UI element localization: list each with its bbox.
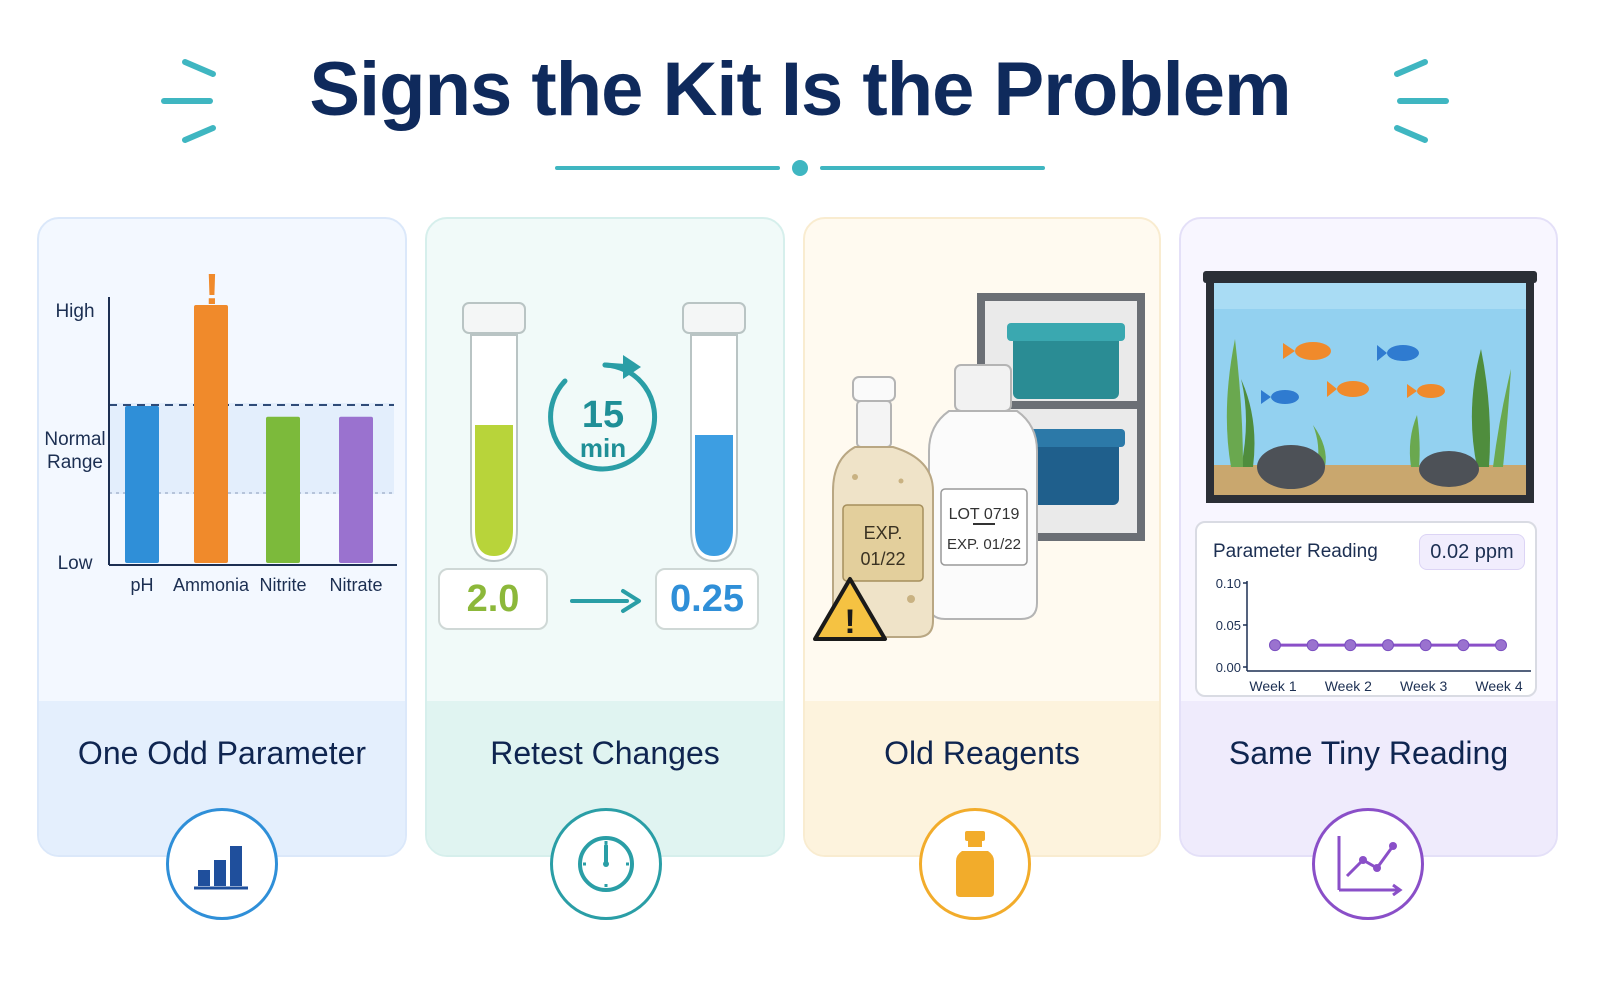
fish-icon (1377, 345, 1419, 361)
bottle-icon (919, 808, 1031, 920)
trend-line-icon (1312, 808, 1424, 920)
page-title: Signs the Kit Is the Problem (309, 47, 1291, 132)
first-reading: 2.0 (438, 568, 548, 630)
title-divider (555, 160, 1045, 176)
x-tick-label: pH (130, 575, 153, 595)
parameter-bar-chart: High Normal Range Low pH Ammonia Nitrite Ni… (44, 265, 397, 595)
panel-title: Parameter Reading (1213, 541, 1378, 562)
x-tick-label: Nitrate (329, 575, 382, 595)
y-label-normal: Normal (44, 429, 105, 450)
bottle1-exp: EXP. (864, 523, 903, 543)
y-label-range: Range (47, 452, 103, 473)
data-point (1457, 639, 1470, 652)
card-label: One Odd Parameter (77, 735, 367, 771)
card-same-tiny-reading: Parameter Reading 0.02 ppm 0.10 0.05 0.00 W… (1179, 217, 1558, 857)
bar-nitrate (339, 416, 373, 563)
warning-icon (813, 577, 887, 641)
second-reading: 0.25 (655, 568, 759, 630)
storage-shelf (977, 293, 1145, 541)
card-label: Old Reagents (884, 735, 1080, 771)
card-retest-changes: 15 min 2.0 0.25 Retest Changes (425, 217, 785, 857)
arrow-right-icon (570, 589, 641, 613)
y-label-high: High (55, 301, 94, 322)
retest-illustration: 15 min (462, 302, 746, 613)
test-tube-yellow (462, 302, 526, 563)
fish-icon (1261, 390, 1299, 404)
aquarium-illustration (1203, 271, 1537, 503)
data-point (1419, 639, 1432, 652)
timer-icon (548, 355, 658, 472)
bar-chart-icon (166, 808, 278, 920)
y-tick-label: 0.00 (1216, 660, 1241, 675)
bottle2-expiry: EXP. 01/22 (947, 536, 1021, 553)
fish-icon (1283, 342, 1331, 360)
data-point (1382, 639, 1394, 652)
card-label: Retest Changes (490, 735, 720, 771)
reading-line-chart: 0.10 0.05 0.00 Week 1 Week 2 Week 3 Week 4 (1216, 576, 1531, 694)
test-tube-blue (682, 302, 746, 563)
warning-mark: ! (844, 603, 855, 641)
bar-ammonia (194, 304, 228, 563)
alert-mark: ! (205, 265, 220, 314)
y-tick-label: 0.05 (1216, 618, 1241, 633)
bar-ph (125, 406, 159, 563)
data-point (1269, 639, 1281, 652)
timer-number: 15 (582, 394, 624, 436)
y-tick-label: 0.10 (1216, 576, 1241, 591)
lot-number: LOT 0719 (949, 506, 1020, 523)
card-old-reagents: LOT 0719 EXP. 01/22 EXP. 01/22 ! Old Rea (803, 217, 1161, 857)
data-point (1306, 639, 1319, 652)
reading-badge: 0.02 ppm (1419, 534, 1525, 570)
x-tick-label: Nitrite (259, 575, 306, 595)
data-point (1344, 639, 1357, 652)
y-label-low: Low (58, 553, 93, 574)
right-accent-icon (1394, 59, 1449, 143)
card-one-odd-parameter: High Normal Range Low pH Ammonia Nitrite Ni… (37, 217, 407, 857)
card-label: Same Tiny Reading (1228, 735, 1509, 771)
x-tick-label: Week 1 (1249, 678, 1296, 694)
x-tick-label: Week 2 (1325, 678, 1372, 694)
timer-unit: min (580, 433, 626, 463)
clock-icon (550, 808, 662, 920)
reading-panel: Parameter Reading 0.02 ppm 0.10 0.05 0.00 W… (1195, 521, 1537, 697)
left-accent-icon (161, 59, 216, 143)
fish-icon (1327, 381, 1369, 397)
x-tick-label: Week 3 (1400, 678, 1447, 694)
bar-nitrite (266, 416, 300, 563)
x-tick-label: Week 4 (1475, 678, 1522, 694)
data-point (1495, 639, 1507, 652)
x-tick-label: Ammonia (173, 575, 250, 595)
reagent-bottle-white (928, 364, 1038, 620)
fish-icon (1407, 384, 1445, 398)
bottle1-date: 01/22 (860, 549, 905, 569)
reagents-illustration: LOT 0719 EXP. 01/22 EXP. 01/22 ! (813, 293, 1145, 641)
